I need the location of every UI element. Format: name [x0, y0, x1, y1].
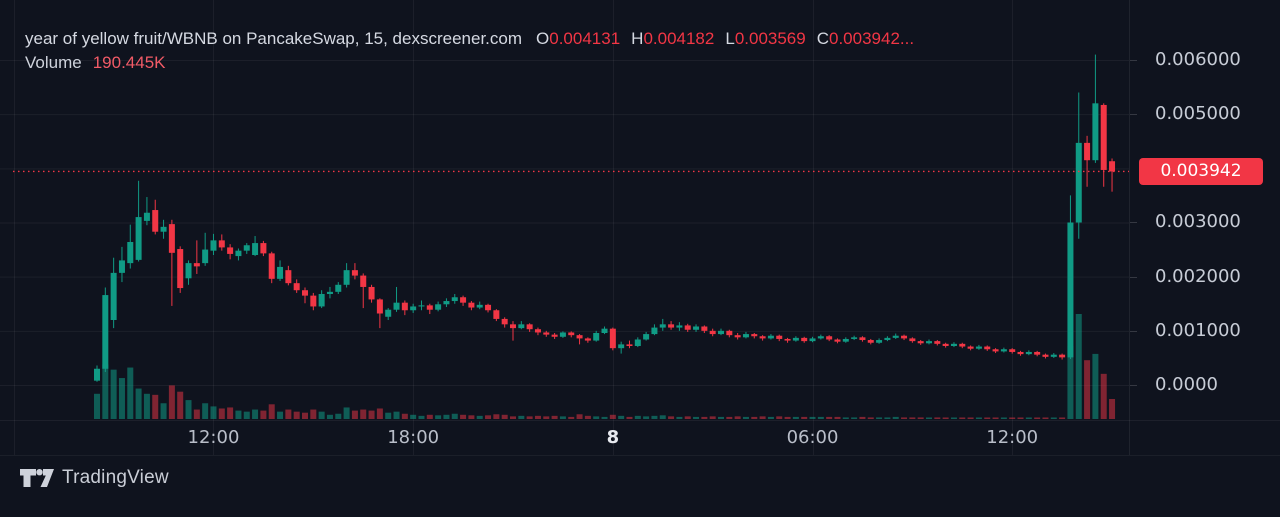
chart-legend[interactable]: year of yellow fruit/WBNB on PancakeSwap… [25, 27, 925, 75]
volume-legend-row: Volume 190.445K [25, 51, 925, 75]
ohlc-low: L0.003569 [725, 27, 805, 51]
last-price-value: 0.003942 [1160, 161, 1242, 182]
low-value: 0.003569 [734, 29, 806, 48]
symbol-legend-row: year of yellow fruit/WBNB on PancakeSwap… [25, 27, 925, 51]
close-value: 0.003942... [829, 29, 915, 48]
volume-value: 190.445K [92, 53, 166, 72]
price-tick-mark [1130, 59, 1137, 61]
chart-canvas[interactable] [0, 0, 1280, 455]
candles [94, 54, 1116, 382]
price-tick-label: 0.001000 [1155, 319, 1241, 341]
volume-label: Volume [25, 53, 82, 72]
price-tick-label: 0.0000 [1155, 374, 1218, 395]
open-label: O [536, 29, 550, 48]
price-tick-mark [1130, 276, 1137, 278]
gridlines [0, 0, 1129, 455]
time-tick-label: 18:00 [387, 427, 440, 448]
footer-separator [0, 455, 1280, 456]
price-tick-label: 0.003000 [1155, 211, 1241, 233]
ohlc-open: O0.004131 [536, 27, 620, 51]
time-axis[interactable]: 12:00 18:00 8 06:00 12:00 [0, 420, 1129, 455]
price-tick-label: 0.006000 [1155, 48, 1241, 70]
price-tick-mark [1130, 222, 1137, 224]
volume-bars [94, 314, 1116, 419]
tradingview-logo[interactable]: TradingView [20, 467, 169, 489]
price-tick-label: 0.002000 [1155, 265, 1241, 287]
bottom-toolbar: TradingView [0, 455, 1280, 517]
open-value: 0.004131 [549, 29, 621, 48]
ohlc-high: H0.004182 [631, 27, 714, 51]
price-axis[interactable]: 0.006000 0.005000 0.003000 0.002000 0.001000… [1130, 0, 1280, 455]
high-value: 0.004182 [643, 29, 715, 48]
time-tick-label: 12:00 [986, 427, 1039, 448]
last-price-label: 0.003942 [1139, 157, 1263, 185]
price-tick-mark [1130, 385, 1137, 386]
ohlc-close: C0.003942... [817, 27, 914, 51]
time-axis-separator [0, 420, 1280, 421]
price-tick-mark [1130, 114, 1137, 116]
tradingview-logo-text: TradingView [62, 467, 169, 488]
close-label: C [816, 29, 829, 48]
time-tick-label: 12:00 [187, 427, 240, 448]
price-axis-separator [1129, 0, 1130, 455]
time-tick-label: 06:00 [786, 427, 839, 448]
symbol-title: year of yellow fruit/WBNB on PancakeSwap… [25, 29, 523, 48]
low-label: L [725, 29, 735, 48]
tradingview-logo-icon [20, 469, 54, 487]
high-label: H [631, 29, 644, 48]
price-tick-label: 0.005000 [1155, 103, 1241, 125]
time-tick-label: 8 [606, 427, 620, 448]
price-tick-mark [1130, 330, 1137, 332]
